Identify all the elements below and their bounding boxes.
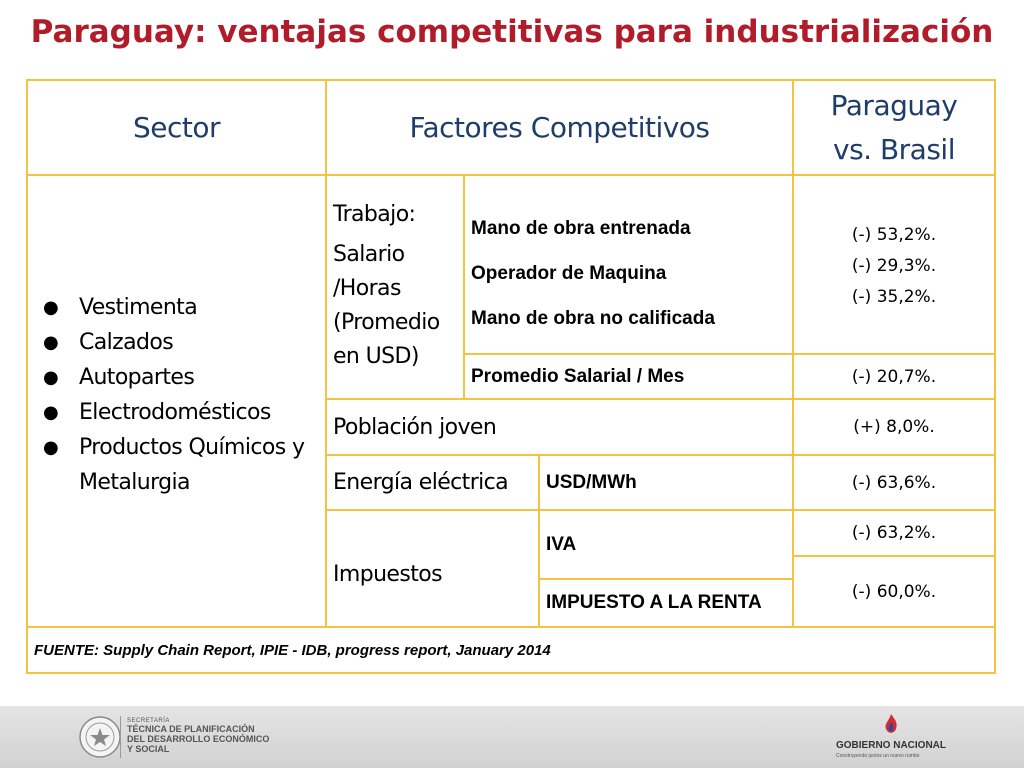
footer-bar: SECRETARÍA TÉCNICA DE PLANIFICACIÓN DEL … [0,706,1024,768]
sector-list-cell: ● Vestimenta ● Calzados ● Autopartes ● Elect… [26,174,327,628]
renta-value-cell: (-) 60,0%. [792,555,996,628]
iva-label-cell: IVA [538,509,794,580]
energia-unit: USD/MWh [546,471,637,493]
avg-salary-value-cell: (-) 20,7%. [792,353,996,400]
list-item: ● Autopartes [36,360,317,395]
secretaria-logo-text: SECRETARÍA TÉCNICA DE PLANIFICACIÓN DEL … [127,718,270,754]
trabajo-sublabel-line: (Promedio [333,310,440,335]
trabajo-value: (-) 35,2%. [851,287,937,307]
renta-label-cell: IMPUESTO A LA RENTA [538,578,794,628]
source-cell: FUENTE: Supply Chain Report, IPIE - IDB,… [26,626,996,674]
list-item: ● Vestimenta [36,290,317,325]
footer-divider [120,716,121,758]
trabajo-sublabel-line: Salario [333,242,405,267]
gobierno-flame-icon [885,714,897,733]
trabajo-item: Mano de obra no calificada [471,308,715,329]
header-factores: Factores Competitivos [325,79,794,176]
trabajo-items-cell: Mano de obra entrenada Operador de Maqui… [463,174,794,355]
energia-value-cell: (-) 63,6%. [792,454,996,511]
poblacion-label: Población joven [333,414,497,440]
trabajo-sublabel-line: /Horas [333,276,401,301]
trabajo-sublabel-line: en USD) [333,344,419,369]
poblacion-value-cell: (+) 8,0%. [792,398,996,456]
list-item: ● Electrodomésticos [36,395,317,430]
gobierno-nacional-sub: Construyendo juntos un nuevo rumbo [836,753,920,759]
list-item: ● Calzados [36,325,317,360]
avg-salary-value: (-) 20,7%. [851,366,937,387]
bullet-icon: ● [43,332,59,353]
trabajo-label: Trabajo: [333,202,416,227]
renta-label: IMPUESTO A LA RENTA [546,592,762,613]
page-title: Paraguay: ventajas competitivas para ind… [30,14,994,50]
poblacion-label-cell: Población joven [325,398,794,456]
header-comparison: Paraguay vs. Brasil [792,79,996,176]
header-comparison-line2: vs. Brasil [833,132,955,166]
trabajo-label-cell: Trabajo: Salario /Horas (Promedio en USD… [325,174,465,400]
impuestos-label-cell: Impuestos [325,509,540,628]
header-comparison-line1: Paraguay [830,88,958,122]
bullet-icon: ● [43,402,59,423]
bullet-icon: ● [43,367,59,388]
bullet-icon: ● [43,437,59,458]
avg-salary-label: Promedio Salarial / Mes [471,365,685,387]
iva-value: (-) 63,2%. [851,523,937,543]
iva-value-cell: (-) 63,2%. [792,509,996,557]
gobierno-nacional-title: GOBIERNO NACIONAL [836,740,946,751]
seal-icon [79,716,121,758]
bullet-icon: ● [43,297,59,318]
sector-list: ● Vestimenta ● Calzados ● Autopartes ● Elect… [36,290,317,500]
source-note: FUENTE: Supply Chain Report, IPIE - IDB,… [34,641,551,659]
trabajo-value: (-) 53,2%. [851,225,937,245]
header-sector: Sector [26,79,327,176]
energia-label-cell: Energía eléctrica [325,454,540,511]
renta-value: (-) 60,0%. [851,581,937,602]
trabajo-value: (-) 29,3%. [851,256,937,276]
poblacion-value: (+) 8,0%. [853,417,935,437]
avg-salary-label-cell: Promedio Salarial / Mes [463,353,794,400]
energia-label: Energía eléctrica [333,470,509,495]
trabajo-item: Mano de obra entrenada [471,218,691,239]
impuestos-label: Impuestos [333,562,443,587]
trabajo-item: Operador de Maquina [471,263,667,284]
energia-value: (-) 63,6%. [851,472,937,493]
trabajo-values-cell: (-) 53,2%. (-) 29,3%. (-) 35,2%. [792,174,996,355]
iva-label: IVA [546,533,577,555]
list-item: ● Productos Químicos y Metalurgia [36,430,317,500]
energia-unit-cell: USD/MWh [538,454,794,511]
